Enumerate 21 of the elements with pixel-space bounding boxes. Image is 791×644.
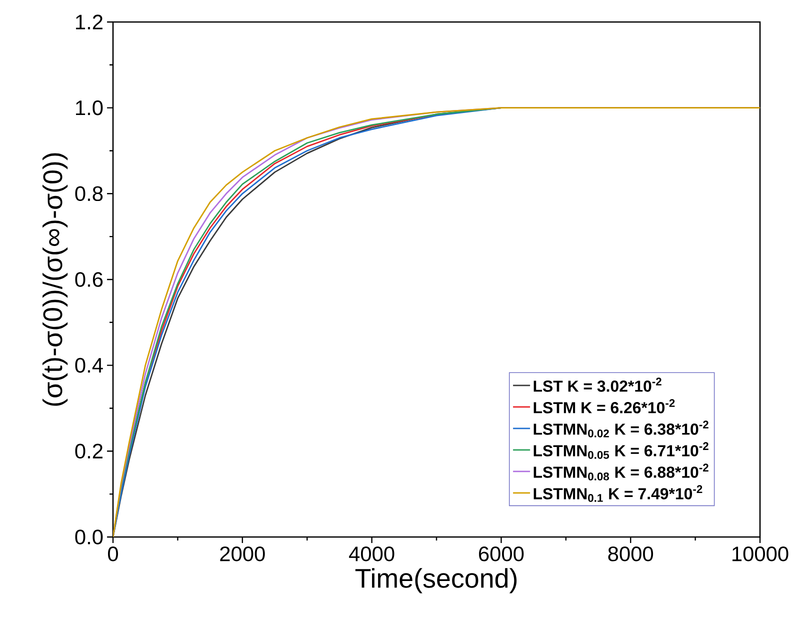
y-tick-label: 0.6 [75,272,103,287]
x-tick-label: 2000 [220,546,265,562]
y-tick-label: 1.2 [76,14,102,30]
x-tick-label: 8000 [608,546,654,562]
y-tick-label: 0.8 [75,186,103,202]
legend-label: LSTM K = 6.26*10$^{-2}$ [534,399,675,414]
y-tick-label: 0.2 [75,444,102,459]
legend-label: LSTMN$_{0.02}$ K = 6.38*10$^{-2}$ [534,420,708,438]
x-tick-label: 0 [108,546,118,562]
x-tick-label: 10000 [732,546,788,562]
x-axis-title: Time(second) [355,568,517,594]
x-tick-label: 4000 [349,546,394,562]
y-tick-label: 0.0 [75,530,103,544]
legend-label: LSTMN$_{0.05}$ K = 6.71*10$^{-2}$ [534,442,708,459]
x-tick-label: 6000 [479,546,524,562]
legend-label: LSTMN$_{0.08}$ K = 6.88*10$^{-2}$ [534,464,708,480]
y-axis-title: (σ(t)-σ(0))/(σ(∞)-σ(0)) [42,153,68,406]
y-tick-label: 0.4 [75,358,103,373]
y-tick-label: 1.0 [76,100,103,116]
legend-label: LST K = 3.02*10$^{-2}$ [534,378,662,392]
legend-label: LSTMN$_{0.1}$ K = 7.49*10$^{-2}$ [534,485,702,502]
